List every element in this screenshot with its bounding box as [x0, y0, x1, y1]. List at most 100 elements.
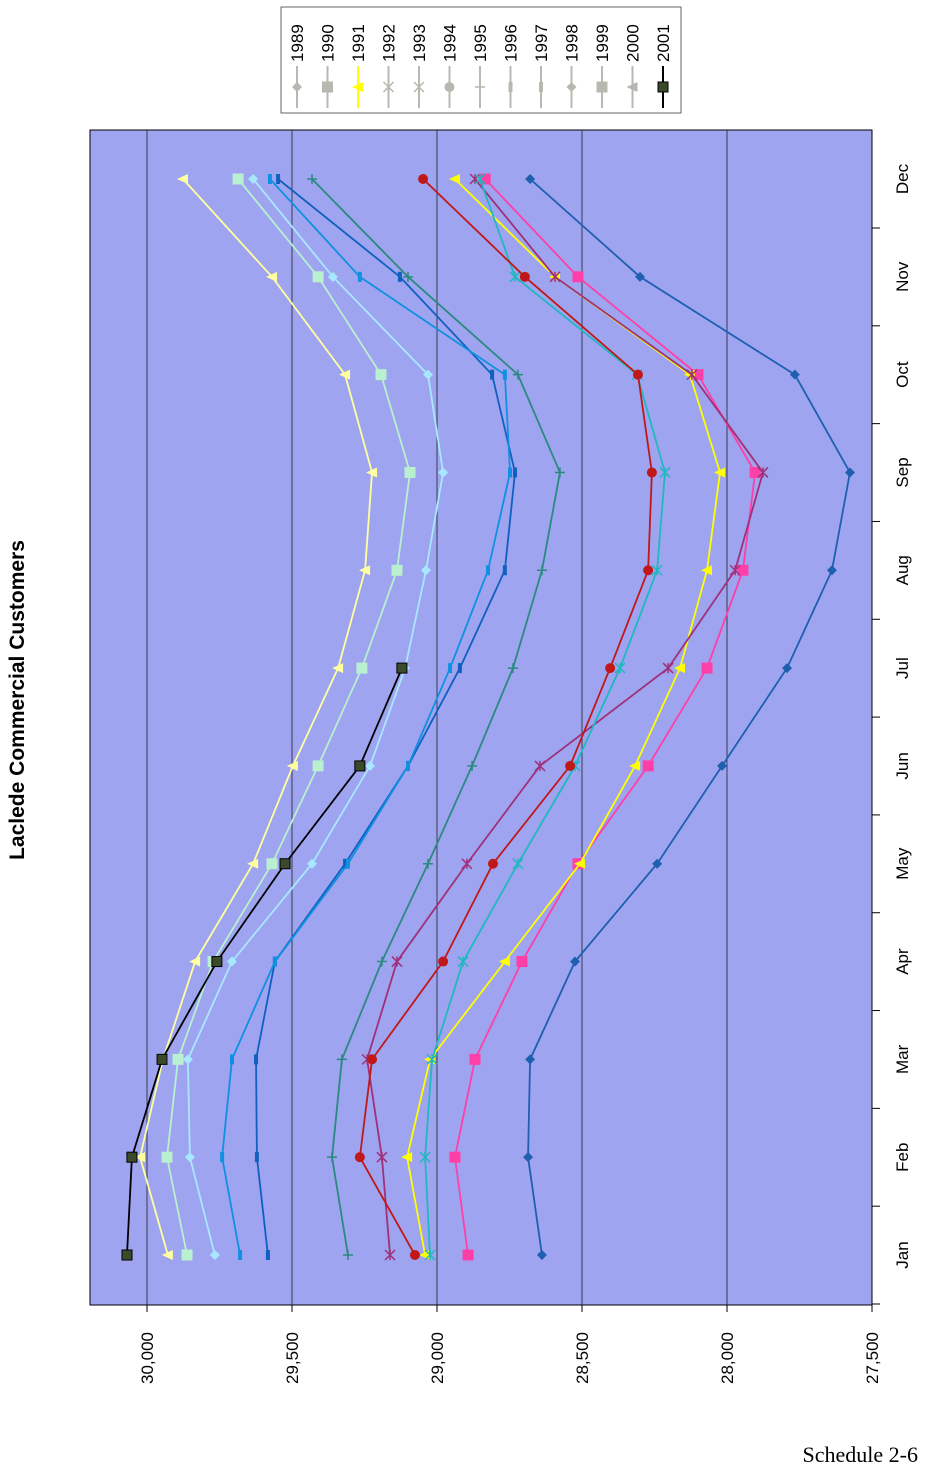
- data-point: [376, 1151, 388, 1163]
- legend-label: 1989: [288, 24, 307, 62]
- data-point: [359, 565, 371, 576]
- x-tick-label: Nov: [893, 261, 912, 292]
- series-1997: [220, 174, 513, 1260]
- data-point: [181, 1249, 193, 1261]
- x-tick-label: Oct: [893, 361, 912, 388]
- data-point: [404, 466, 416, 478]
- data-point: [276, 174, 281, 184]
- data-point: [516, 956, 528, 968]
- data-point: [232, 173, 244, 185]
- data-point: [502, 565, 507, 576]
- plot-area: [89, 129, 873, 1306]
- data-point: [444, 82, 455, 92]
- data-point: [292, 82, 302, 92]
- data-point: [502, 369, 507, 380]
- data-point: [536, 1250, 547, 1260]
- data-point: [229, 1054, 234, 1065]
- data-point: [401, 1152, 413, 1163]
- data-point: [512, 858, 524, 870]
- legend-label: 1996: [502, 24, 521, 62]
- data-point: [498, 956, 510, 967]
- data-point: [126, 1151, 138, 1163]
- data-point: [238, 1250, 243, 1260]
- data-point: [382, 81, 395, 93]
- data-point: [534, 760, 546, 772]
- data-point: [307, 174, 318, 184]
- data-point: [626, 82, 638, 92]
- x-tick-label: Jun: [893, 752, 912, 779]
- data-point: [265, 1250, 270, 1260]
- data-point: [332, 663, 344, 674]
- data-point: [757, 466, 769, 478]
- legend-label: 1992: [380, 24, 399, 62]
- data-point: [366, 467, 378, 478]
- data-point: [467, 760, 478, 771]
- data-point: [643, 565, 654, 576]
- data-point: [536, 565, 547, 576]
- data-point: [327, 271, 338, 282]
- data-point: [507, 663, 518, 674]
- data-point: [570, 956, 581, 967]
- data-point: [513, 467, 518, 478]
- data-point: [403, 271, 413, 282]
- data-point: [354, 760, 366, 772]
- data-point: [406, 760, 410, 771]
- series-line: [406, 178, 721, 1256]
- series-line: [186, 178, 445, 1256]
- data-point: [312, 760, 324, 772]
- data-point: [265, 271, 277, 282]
- data-point: [356, 662, 368, 674]
- data-point: [509, 271, 521, 283]
- x-tick-label: Jan: [893, 1241, 912, 1268]
- data-point: [487, 858, 498, 869]
- data-point: [184, 1152, 195, 1163]
- data-point: [266, 858, 278, 870]
- x-tick-label: May: [893, 847, 912, 880]
- legend-label: 1993: [410, 24, 429, 62]
- data-point: [651, 564, 663, 576]
- x-tick-label: Dec: [893, 163, 912, 194]
- data-point: [749, 466, 761, 478]
- data-point: [172, 1053, 184, 1065]
- data-point: [426, 1053, 438, 1065]
- series-line: [358, 178, 653, 1256]
- series-line: [221, 178, 511, 1256]
- data-point: [632, 369, 643, 380]
- data-point: [572, 271, 584, 283]
- data-point: [573, 858, 585, 869]
- data-point: [844, 467, 855, 478]
- data-point: [700, 565, 712, 576]
- series-line: [139, 178, 373, 1256]
- y-tick-label: 29,500: [283, 1332, 302, 1384]
- data-point: [508, 467, 513, 478]
- data-point: [714, 467, 726, 478]
- data-point: [161, 1151, 173, 1163]
- x-tick-label: Aug: [893, 555, 912, 585]
- data-point: [345, 858, 350, 869]
- data-point: [490, 369, 495, 380]
- data-point: [419, 1151, 431, 1163]
- data-point: [729, 564, 741, 576]
- data-point: [461, 858, 473, 870]
- data-point: [523, 1152, 534, 1163]
- data-point: [449, 1151, 461, 1163]
- data-point: [336, 1054, 347, 1065]
- series-1995: [307, 174, 565, 1260]
- data-point: [420, 565, 431, 576]
- data-point: [384, 1249, 396, 1261]
- data-point: [737, 564, 749, 576]
- data-point: [182, 1054, 193, 1065]
- data-point: [686, 369, 698, 381]
- data-point: [391, 956, 403, 968]
- y-tick-label: 27,500: [863, 1332, 882, 1384]
- data-point: [211, 956, 223, 968]
- data-point: [339, 369, 351, 380]
- data-point: [312, 271, 324, 283]
- legend-label: 2000: [624, 24, 643, 62]
- data-point: [652, 858, 663, 869]
- data-point: [189, 956, 201, 967]
- data-point: [457, 956, 469, 968]
- data-point: [614, 662, 626, 674]
- data-point: [438, 467, 449, 478]
- data-point: [327, 1152, 338, 1163]
